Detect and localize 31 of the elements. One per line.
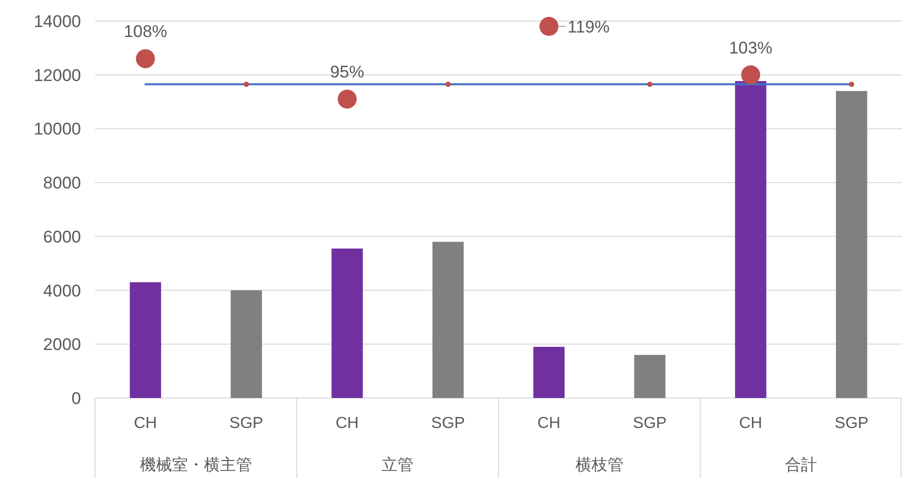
y-tick-label: 8000 xyxy=(43,174,81,193)
y-tick-label: 10000 xyxy=(34,120,81,139)
y-tick-label: 4000 xyxy=(43,281,81,300)
y-tick-label: 0 xyxy=(72,389,81,408)
x-tick-label: CH xyxy=(134,415,157,432)
y-tick-label: 14000 xyxy=(34,12,81,31)
x-tick-label: SGP xyxy=(431,415,465,432)
x-tick-label: SGP xyxy=(834,415,868,432)
x-tick-label: CH xyxy=(739,415,762,432)
bar xyxy=(432,242,464,398)
bar xyxy=(836,91,868,398)
bar xyxy=(332,248,363,398)
annotation: 108% xyxy=(124,22,168,42)
x-tick-label: CH xyxy=(336,415,359,432)
text: 合計 xyxy=(785,456,818,474)
annotation: 119% xyxy=(567,17,610,36)
x-tick-label: CH xyxy=(537,415,560,432)
bar xyxy=(130,282,162,398)
y-tick-label: 2000 xyxy=(43,335,81,354)
x-tick-label: SGP xyxy=(229,415,264,432)
text: 立管 xyxy=(382,456,414,474)
text: 横枝管 xyxy=(575,456,624,474)
annotation: 103% xyxy=(728,38,772,58)
bar xyxy=(634,354,666,398)
bar xyxy=(533,346,565,398)
text: 機械室・横主管 xyxy=(140,456,252,474)
bar xyxy=(230,290,262,398)
y-tick-label: 6000 xyxy=(43,227,81,246)
annotation: 95% xyxy=(330,62,364,82)
x-tick-label: SGP xyxy=(632,415,667,432)
y-tick-label: 12000 xyxy=(34,66,81,85)
